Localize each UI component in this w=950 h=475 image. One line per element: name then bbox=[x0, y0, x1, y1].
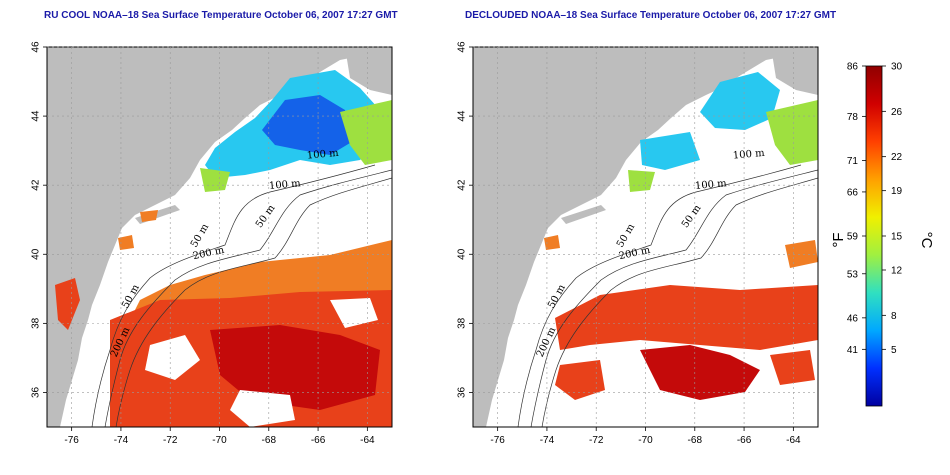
sst-cool-region bbox=[700, 72, 780, 130]
longitude-tick-label: -70 bbox=[638, 435, 653, 446]
cloud-patch bbox=[145, 335, 200, 380]
latitude-tick-label: 36 bbox=[457, 386, 468, 398]
celsius-tick-label: 30 bbox=[891, 62, 903, 73]
contour-label: 100 m bbox=[306, 148, 339, 162]
latitude-tick-label: 36 bbox=[31, 386, 42, 398]
colorbar-bar bbox=[865, 65, 883, 407]
celsius-tick-label: 22 bbox=[891, 152, 903, 163]
latitude-tick-label: 38 bbox=[457, 317, 468, 329]
fahrenheit-tick-label: 53 bbox=[847, 269, 859, 280]
celsius-tick-label: 5 bbox=[891, 345, 897, 356]
sst-hot-core bbox=[640, 345, 760, 400]
latitude-tick-label: 38 bbox=[31, 317, 42, 329]
latitude-tick-label: 46 bbox=[31, 41, 42, 53]
panel-title-left: RU COOL NOAA–18 Sea Surface Temperature … bbox=[44, 10, 398, 21]
longitude-tick-label: -68 bbox=[688, 435, 703, 446]
graticule bbox=[473, 46, 818, 427]
sst-hot-core bbox=[210, 325, 380, 410]
colorbar: 86 78 71 66 59 53 46 41 30 26 22 19 15 12 8 5 °F °C bbox=[830, 62, 935, 407]
longitude-tick-label: -64 bbox=[360, 435, 375, 446]
celsius-tick-label: 12 bbox=[891, 266, 903, 277]
fahrenheit-unit-label: °F bbox=[830, 232, 847, 247]
longitude-tick-label: -76 bbox=[490, 435, 505, 446]
fahrenheit-tick-label: 46 bbox=[847, 313, 859, 324]
longitude-tick-label: -70 bbox=[212, 435, 227, 446]
latitude-tick-label: 42 bbox=[457, 179, 468, 191]
contour-50m bbox=[91, 164, 376, 427]
sst-small-patch bbox=[544, 235, 560, 250]
contour-50m bbox=[517, 164, 802, 427]
sst-warm-region bbox=[555, 285, 818, 350]
fahrenheit-tick-label: 71 bbox=[847, 156, 859, 167]
latitude-tick-label: 44 bbox=[31, 110, 42, 122]
latitude-tick-label: 40 bbox=[457, 248, 468, 260]
latitude-tick-label: 40 bbox=[31, 248, 42, 260]
sst-coastal-warm bbox=[55, 278, 80, 330]
longitude-tick-label: -66 bbox=[737, 435, 752, 446]
longitude-tick-label: -74 bbox=[540, 435, 555, 446]
land-mass bbox=[47, 47, 392, 427]
fahrenheit-tick-label: 66 bbox=[847, 187, 859, 198]
contour-label: 100 m bbox=[732, 148, 765, 162]
graticule bbox=[47, 46, 392, 427]
contour-label: 100 m bbox=[695, 178, 728, 192]
fahrenheit-tick-label: 86 bbox=[847, 62, 859, 73]
celsius-tick-label: 19 bbox=[891, 186, 903, 197]
latitude-tick-label: 46 bbox=[457, 41, 468, 53]
nova-scotia-land bbox=[345, 47, 392, 95]
longitude-axis: -76 -74 -72 -70 -68 -66 -64 bbox=[64, 427, 375, 446]
longitude-tick-label: -74 bbox=[114, 435, 129, 446]
celsius-tick-label: 26 bbox=[891, 107, 903, 118]
longitude-tick-label: -66 bbox=[311, 435, 326, 446]
longitude-tick-label: -72 bbox=[163, 435, 178, 446]
sst-small-patch bbox=[140, 210, 158, 222]
fahrenheit-tick-label: 59 bbox=[847, 232, 859, 243]
longitude-tick-label: -68 bbox=[262, 435, 277, 446]
contour-label: 100 m bbox=[269, 178, 302, 192]
land-mass bbox=[473, 47, 818, 427]
latitude-axis: 36 38 40 42 44 46 bbox=[31, 41, 47, 398]
contour-200m bbox=[115, 177, 392, 427]
nova-scotia-land bbox=[771, 47, 818, 95]
fahrenheit-tick-label: 78 bbox=[847, 112, 859, 123]
longitude-tick-label: -64 bbox=[786, 435, 801, 446]
island-long-island bbox=[561, 205, 606, 224]
fahrenheit-ticks: 86 78 71 66 59 53 46 41 bbox=[847, 62, 866, 356]
contour-100m bbox=[530, 169, 818, 427]
cloud-patch bbox=[330, 298, 378, 328]
sst-warm-patch bbox=[770, 350, 815, 385]
celsius-tick-label: 8 bbox=[891, 311, 897, 322]
sst-cold-core bbox=[262, 95, 355, 155]
longitude-tick-label: -72 bbox=[589, 435, 604, 446]
contour-200m bbox=[541, 177, 818, 427]
celsius-tick-label: 15 bbox=[891, 232, 903, 243]
latitude-tick-label: 44 bbox=[457, 110, 468, 122]
sst-mild-coast bbox=[200, 168, 230, 192]
cloud-patch bbox=[230, 390, 295, 427]
celsius-ticks: 30 26 22 19 15 12 8 5 bbox=[882, 62, 903, 356]
sst-mild-coast bbox=[628, 170, 655, 192]
latitude-axis: 36 38 40 42 44 46 bbox=[457, 41, 473, 398]
longitude-axis: -76 -74 -72 -70 -68 -66 -64 bbox=[490, 427, 801, 446]
contour-100m bbox=[104, 169, 392, 427]
longitude-tick-label: -76 bbox=[64, 435, 79, 446]
fahrenheit-tick-label: 41 bbox=[847, 345, 859, 356]
panel-title-right: DECLOUDED NOAA–18 Sea Surface Temperatur… bbox=[465, 10, 837, 21]
sst-small-patch bbox=[118, 235, 134, 250]
latitude-tick-label: 42 bbox=[31, 179, 42, 191]
sst-warm-patch bbox=[555, 360, 605, 400]
celsius-unit-label: °C bbox=[918, 232, 935, 249]
sst-cool-patch bbox=[640, 132, 700, 170]
